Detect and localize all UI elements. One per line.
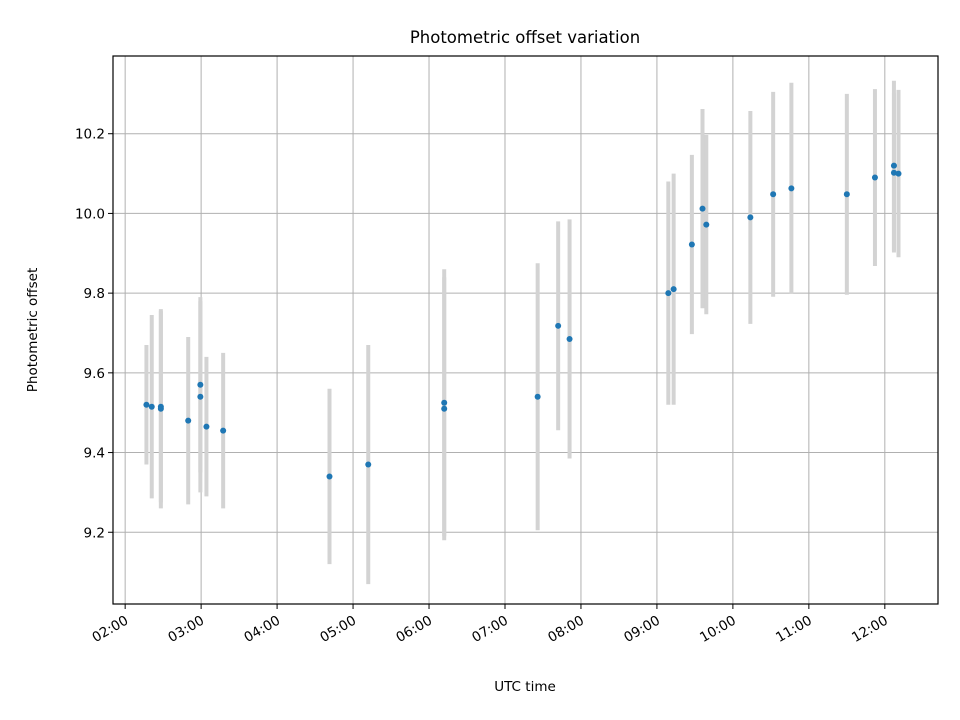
y-axis-label: Photometric offset: [25, 268, 41, 392]
data-point: [670, 286, 677, 293]
data-point: [788, 185, 795, 192]
data-point: [895, 170, 902, 177]
data-point: [441, 399, 448, 406]
data-point: [890, 162, 897, 169]
data-point: [688, 241, 695, 248]
data-point: [157, 405, 164, 412]
data-point: [566, 335, 573, 342]
data-point: [534, 393, 541, 400]
data-point: [220, 427, 227, 434]
data-point: [890, 169, 897, 176]
y-tick-label: 9.8: [84, 286, 105, 302]
data-point: [326, 473, 333, 480]
x-axis-label: UTC time: [494, 679, 556, 695]
data-point: [365, 461, 372, 468]
data-point: [770, 191, 777, 198]
data-point: [197, 381, 204, 388]
data-point: [703, 221, 710, 228]
data-point: [203, 423, 210, 430]
y-tick-label: 10.0: [75, 206, 105, 222]
chart-title: Photometric offset variation: [410, 28, 640, 47]
data-point: [699, 205, 706, 212]
data-point: [148, 403, 155, 410]
y-tick-label: 9.2: [84, 525, 105, 541]
y-tick-label: 9.6: [84, 366, 105, 382]
data-point: [143, 401, 150, 408]
data-point: [197, 393, 204, 400]
data-point: [665, 290, 672, 297]
data-point: [871, 174, 878, 181]
y-tick-label: 9.4: [84, 446, 105, 462]
point-layer: [143, 162, 902, 480]
grid-layer: [113, 56, 938, 604]
plot-frame: [112, 55, 939, 605]
data-point: [555, 322, 562, 329]
data-point: [185, 417, 192, 424]
data-point: [843, 191, 850, 198]
y-tick-label: 10.2: [75, 127, 105, 143]
data-point: [441, 405, 448, 412]
data-point: [747, 214, 754, 221]
